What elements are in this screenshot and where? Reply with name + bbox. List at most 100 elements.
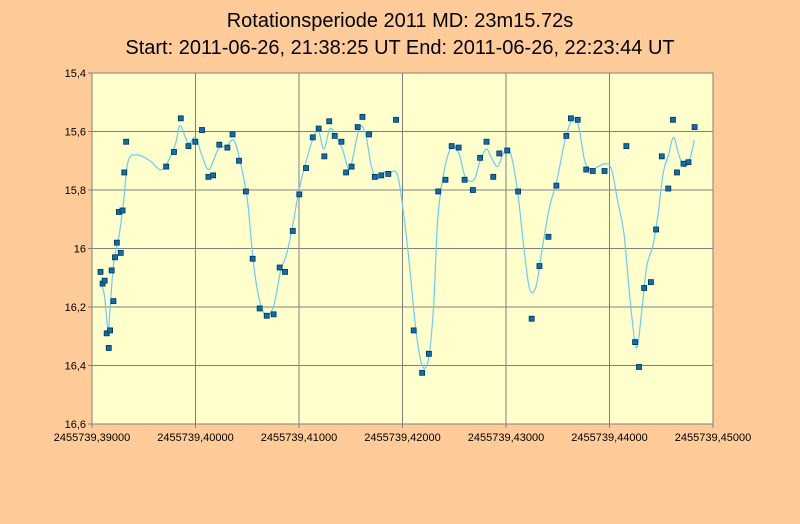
data-point <box>583 166 590 173</box>
data-point <box>185 143 192 150</box>
data-point <box>641 285 648 291</box>
x-tick-label: 2455739,43000 <box>468 432 544 444</box>
data-point <box>648 279 654 286</box>
data-point <box>348 163 355 170</box>
data-point <box>354 124 361 131</box>
data-point <box>123 138 130 145</box>
data-point <box>393 116 399 123</box>
y-tick-label: 15,4 <box>65 68 86 80</box>
data-point <box>653 226 659 233</box>
x-tick-label: 2455739,44000 <box>571 432 647 444</box>
data-point <box>680 160 687 167</box>
data-point <box>101 277 108 284</box>
data-point <box>216 141 223 148</box>
data-point <box>263 312 270 319</box>
data-point <box>117 249 124 256</box>
data-point <box>636 364 642 370</box>
x-tick-label: 2455739,45000 <box>675 432 751 444</box>
data-point <box>121 169 128 176</box>
data-point <box>448 143 455 150</box>
data-point <box>105 345 112 351</box>
data-point <box>385 171 392 177</box>
y-tick-label: 16,2 <box>65 302 86 314</box>
data-point <box>242 188 249 195</box>
data-point <box>113 239 120 246</box>
data-point <box>504 147 511 154</box>
data-point <box>103 330 110 337</box>
data-point <box>442 176 449 183</box>
x-tick-label: 2455739,39000 <box>54 432 130 444</box>
data-point <box>171 149 177 155</box>
data-point <box>224 144 231 151</box>
x-tick-label: 2455739,40000 <box>157 432 233 444</box>
data-point <box>665 185 672 192</box>
y-tick-label: 16,4 <box>65 361 86 373</box>
data-point <box>331 132 338 139</box>
data-point <box>567 115 574 122</box>
data-point <box>563 132 570 139</box>
data-point <box>282 268 288 275</box>
data-point <box>256 305 263 312</box>
data-point <box>496 150 503 157</box>
data-point <box>177 115 184 122</box>
data-point <box>338 138 345 145</box>
fit-curve <box>100 118 695 369</box>
data-point <box>425 350 432 357</box>
data-point <box>359 113 366 120</box>
data-point <box>289 228 296 234</box>
data-point <box>670 116 676 123</box>
data-point <box>296 191 303 198</box>
y-tick-label: 15,8 <box>65 185 86 197</box>
data-point <box>685 159 692 166</box>
data-point <box>343 169 349 176</box>
data-point <box>601 168 608 174</box>
y-tick-label: 16,6 <box>65 419 86 431</box>
grid <box>88 72 714 428</box>
data-point <box>309 134 316 141</box>
axis-labels: 2455739,39000 2455739,40000 2455739,41000 2… <box>54 68 751 444</box>
data-point <box>574 116 581 123</box>
data-point <box>276 264 283 271</box>
data-point <box>192 138 199 145</box>
data-point <box>371 173 378 180</box>
data-point <box>326 118 333 125</box>
y-tick-label: 15,6 <box>65 127 86 139</box>
data-point <box>553 182 560 189</box>
data-point <box>658 153 665 160</box>
data-point <box>623 143 630 150</box>
data-point <box>528 315 535 322</box>
data-point <box>378 172 385 179</box>
data-point <box>461 176 468 183</box>
data-point <box>199 127 205 133</box>
data-point <box>490 173 497 180</box>
x-tick-label: 2455739,41000 <box>261 432 337 444</box>
data-point <box>236 157 242 164</box>
data-point <box>210 172 216 179</box>
data-point <box>455 144 462 151</box>
data-point <box>119 207 126 214</box>
data-point <box>229 131 236 138</box>
data-point <box>107 327 114 334</box>
data-point <box>112 254 118 261</box>
data-point <box>419 369 426 376</box>
data-point <box>366 131 372 138</box>
chart-subtitle: Start: 2011-06-26, 21:38:25 UT End: 2011… <box>125 37 675 59</box>
data-point <box>108 267 115 274</box>
data-point <box>545 233 552 240</box>
data-point <box>589 168 596 174</box>
data-point <box>249 255 256 262</box>
data-point <box>321 153 328 160</box>
marker-layer <box>97 113 698 376</box>
data-point <box>469 187 476 193</box>
x-tick-label: 2455739,42000 <box>364 432 440 444</box>
data-point <box>270 311 277 318</box>
data-point <box>97 268 104 275</box>
data-point <box>410 327 417 334</box>
curve-layer <box>100 118 695 369</box>
data-point <box>536 263 543 269</box>
data-point <box>110 298 117 305</box>
data-point <box>483 138 490 145</box>
y-tick-label: 16 <box>74 244 86 256</box>
